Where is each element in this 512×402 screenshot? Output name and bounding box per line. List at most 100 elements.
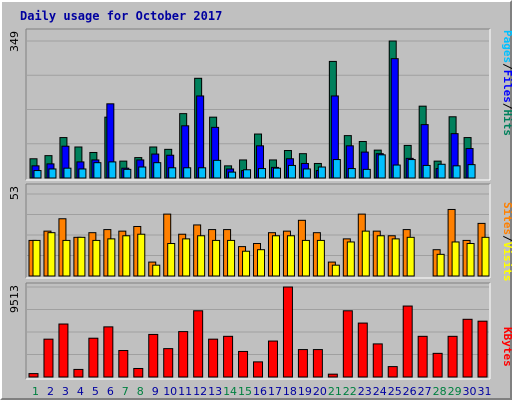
day-label: 1 <box>32 385 39 398</box>
bar-visits-day-2 <box>47 232 56 277</box>
bar-visits-day-29 <box>451 241 460 277</box>
day-label: 12 <box>193 385 207 398</box>
day-label: 23 <box>358 385 372 398</box>
bar-pages-day-4 <box>78 168 87 179</box>
day-label: 13 <box>208 385 222 398</box>
bar-pages-day-2 <box>48 168 57 179</box>
bar-visits-day-31 <box>481 236 490 277</box>
day-label: 19 <box>298 385 312 398</box>
bar-kbytes-day-22 <box>342 310 353 378</box>
bar-pages-day-24 <box>377 154 386 179</box>
bar-visits-day-26 <box>406 236 415 277</box>
bar-visits-day-21 <box>331 264 340 277</box>
legend-entry: Hits <box>501 110 512 137</box>
bar-pages-day-29 <box>452 165 461 179</box>
bar-kbytes-day-10 <box>163 348 174 378</box>
legend-top: Pages/Files/Hits <box>501 30 512 136</box>
bar-kbytes-day-23 <box>357 322 368 378</box>
bar-visits-day-8 <box>137 233 146 277</box>
bar-visits-day-24 <box>376 235 385 277</box>
bar-visits-day-11 <box>182 238 191 277</box>
bar-kbytes-day-11 <box>178 331 189 378</box>
bar-kbytes-day-24 <box>372 343 383 378</box>
bar-pages-day-13 <box>213 159 222 179</box>
bar-visits-day-15 <box>242 250 251 277</box>
day-label: 2 <box>47 385 54 398</box>
day-label: 24 <box>373 385 387 398</box>
bar-visits-day-4 <box>77 236 86 277</box>
bar-pages-day-27 <box>422 164 431 179</box>
bar-pages-day-17 <box>272 167 281 179</box>
day-label: 25 <box>388 385 402 398</box>
bar-kbytes-day-27 <box>417 335 428 378</box>
day-label: 6 <box>107 385 114 398</box>
bar-kbytes-day-14 <box>223 335 234 378</box>
day-label: 11 <box>178 385 192 398</box>
bar-kbytes-day-4 <box>73 368 84 378</box>
bar-pages-day-12 <box>198 167 207 179</box>
bar-pages-day-23 <box>362 168 371 179</box>
legend-entry: Pages <box>501 30 512 63</box>
legend-entry: KBytes <box>501 327 512 367</box>
bar-pages-day-10 <box>168 167 177 179</box>
chart-title: Daily usage for October 2017 <box>20 9 222 23</box>
bar-pages-day-22 <box>347 168 356 179</box>
bar-visits-day-17 <box>271 235 280 277</box>
bar-pages-day-16 <box>258 168 267 179</box>
bar-pages-day-28 <box>437 163 446 179</box>
axis-max-label: 53 <box>8 186 21 200</box>
bar-pages-day-19 <box>302 168 311 179</box>
axis-max-label: 349 <box>8 31 21 52</box>
bar-visits-day-23 <box>361 230 370 277</box>
panel-middle: 53 Sites/Visits <box>8 183 512 282</box>
day-label: 22 <box>343 385 357 398</box>
bar-visits-day-19 <box>301 239 310 277</box>
legend-entry: / <box>501 63 512 70</box>
day-label: 16 <box>253 385 267 398</box>
day-label: 5 <box>92 385 99 398</box>
panel-bottom: 9513 KBytes <box>8 282 512 380</box>
bar-kbytes-day-18 <box>282 286 293 378</box>
bar-visits-day-22 <box>346 241 355 277</box>
axis-max-label: 9513 <box>8 285 21 313</box>
legend-entry: / <box>501 235 512 242</box>
bar-visits-day-9 <box>152 264 161 277</box>
bar-visits-day-13 <box>212 239 221 277</box>
day-label: 27 <box>418 385 432 398</box>
day-label: 9 <box>152 385 159 398</box>
bar-kbytes-day-16 <box>253 361 264 378</box>
bar-visits-day-7 <box>122 235 131 277</box>
legend-entry: Visits <box>501 242 512 282</box>
bar-kbytes-day-17 <box>267 340 278 378</box>
bar-pages-day-18 <box>287 164 296 179</box>
bar-pages-day-26 <box>407 159 416 179</box>
bar-visits-day-10 <box>167 243 176 277</box>
day-label: 14 <box>223 385 237 398</box>
bar-pages-day-7 <box>123 168 132 179</box>
bar-kbytes-day-1 <box>28 373 39 378</box>
bar-kbytes-day-6 <box>103 326 114 378</box>
day-label: 28 <box>433 385 447 398</box>
bar-pages-day-21 <box>332 159 341 179</box>
bar-visits-day-20 <box>316 239 325 277</box>
legend-bottom: KBytes <box>501 327 512 367</box>
bar-pages-day-5 <box>93 162 102 179</box>
day-label: 7 <box>122 385 129 398</box>
day-label: 31 <box>478 385 492 398</box>
day-label: 10 <box>163 385 177 398</box>
day-label: 8 <box>137 385 144 398</box>
bar-kbytes-day-30 <box>462 318 473 378</box>
bar-pages-day-9 <box>153 162 162 179</box>
day-label: 15 <box>238 385 252 398</box>
bar-files-day-25 <box>390 58 399 179</box>
day-label: 4 <box>77 385 84 398</box>
bar-pages-day-20 <box>317 166 326 179</box>
bar-pages-day-25 <box>392 164 401 179</box>
bar-kbytes-day-7 <box>118 350 129 378</box>
bar-files-day-12 <box>196 95 205 179</box>
bar-kbytes-day-3 <box>58 323 69 378</box>
bar-visits-day-12 <box>197 235 206 277</box>
